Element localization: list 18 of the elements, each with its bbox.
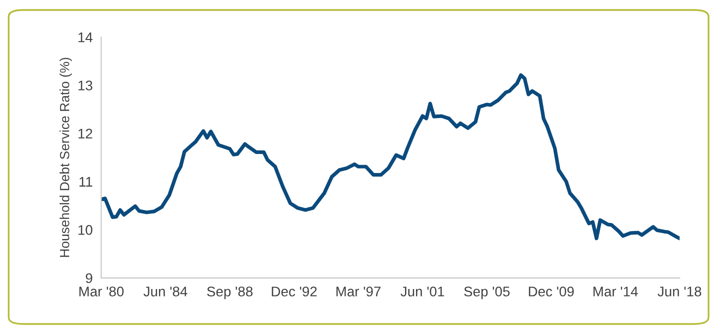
y-tick-label: 14 <box>78 32 92 42</box>
x-tick-label: Jun '84 <box>144 286 188 296</box>
x-tick-label: Dec '92 <box>272 286 317 296</box>
x-tick-label: Sep '88 <box>207 286 253 300</box>
y-tick-label: 11 <box>80 177 92 187</box>
y-tick-label: 12 <box>78 128 92 138</box>
y-tick-label: 9 <box>86 273 92 284</box>
x-tick-label: Mar '14 <box>594 286 638 296</box>
line-series <box>101 73 680 240</box>
y-axis-title: Household Debt Service Ratio (%) <box>60 58 72 257</box>
x-tick-label: Sep '05 <box>464 286 510 300</box>
x-tick-label: Mar '80 <box>79 286 124 296</box>
x-tick-label: Jun '01 <box>400 286 444 296</box>
y-tick-label: 13 <box>78 80 92 90</box>
x-tick-label: Jun '18 <box>658 286 702 296</box>
x-tick-label: Mar '97 <box>336 286 381 296</box>
x-tick-label: Dec '09 <box>528 286 574 296</box>
y-tick-label: 10 <box>78 225 92 235</box>
